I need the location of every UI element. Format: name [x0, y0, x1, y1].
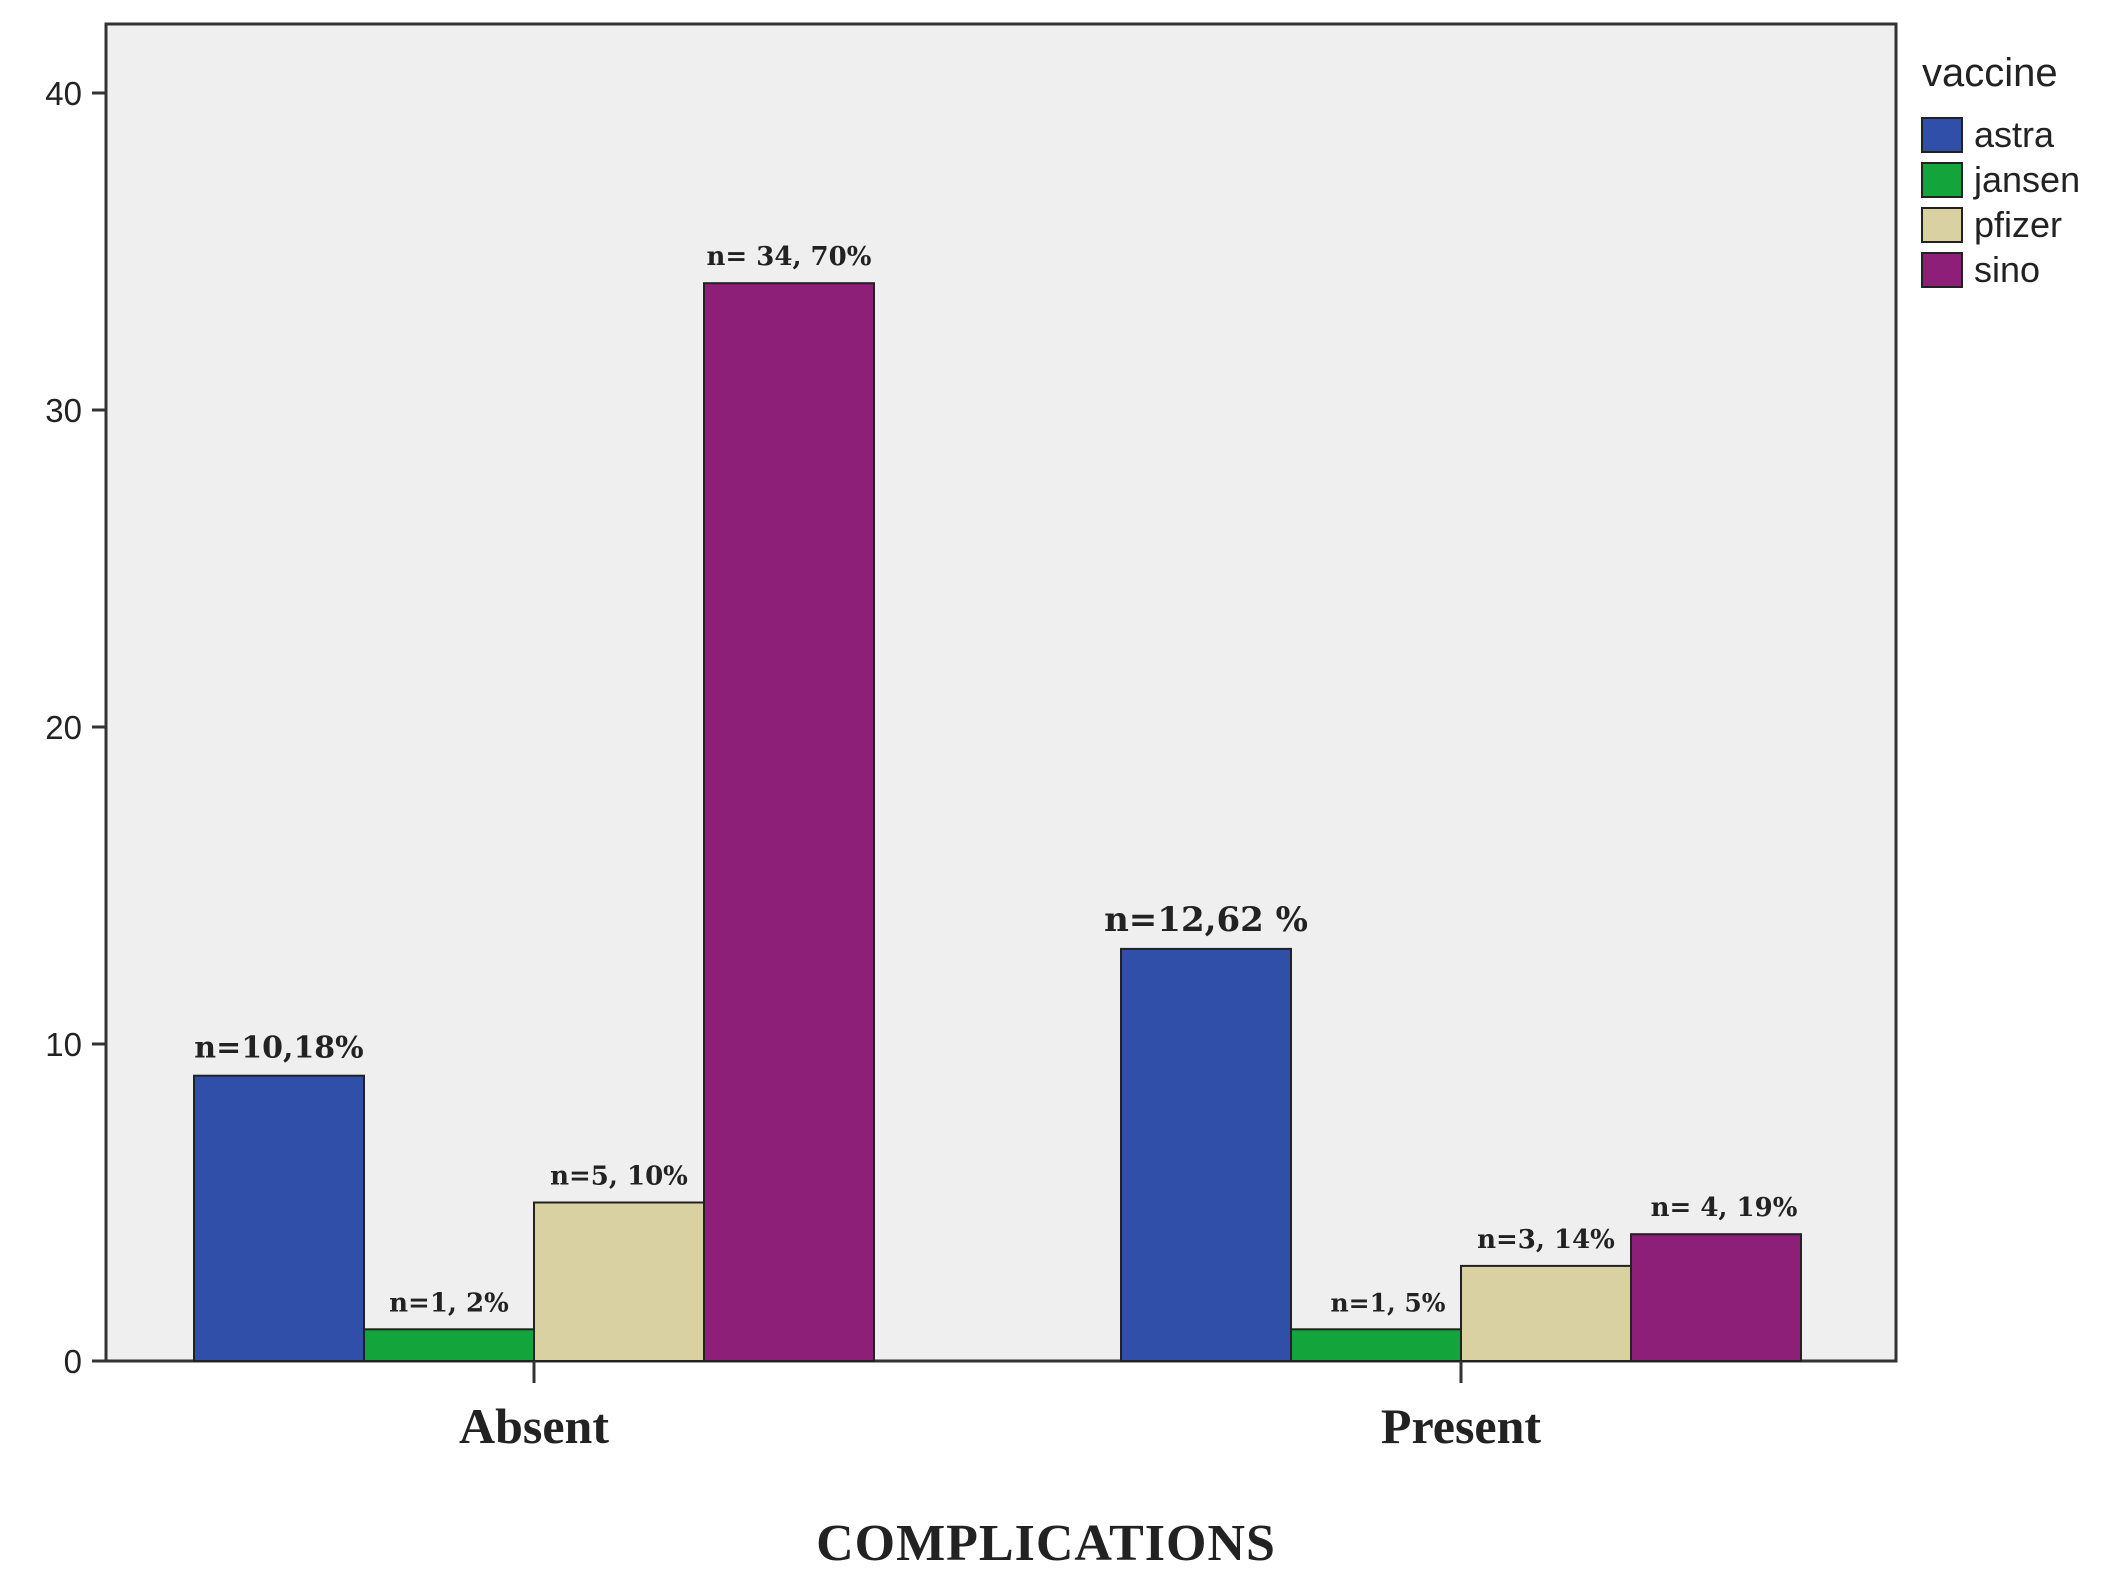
data-label: n=1, 5% — [1330, 1288, 1445, 1317]
bar-sino-present — [1630, 1233, 1802, 1362]
legend-label-pfizer: pfizer — [1974, 204, 2062, 245]
y-tick-label: 40 — [45, 75, 82, 112]
y-tick-label: 20 — [45, 709, 82, 746]
legend-title: vaccine — [1922, 51, 2058, 95]
legend-swatch-astra — [1921, 117, 1963, 153]
data-label: n=5, 10% — [550, 1162, 688, 1192]
data-label: n=12,62 % — [1104, 900, 1308, 940]
bar-pfizer-present — [1460, 1264, 1632, 1363]
bar-jansen-present — [1290, 1328, 1462, 1363]
data-label: n= 4, 19% — [1651, 1193, 1798, 1223]
plot-area — [104, 22, 1898, 1363]
legend-label-astra: astra — [1974, 114, 2055, 155]
y-tick-label: 10 — [45, 1026, 82, 1063]
data-label: n=3, 14% — [1477, 1225, 1615, 1255]
legend-swatch-pfizer — [1921, 207, 1963, 243]
bar-astra-absent — [193, 1074, 365, 1362]
bar-pfizer-absent — [533, 1201, 705, 1362]
y-tick-label: 0 — [64, 1343, 82, 1380]
x-tick-label: Present — [1381, 1398, 1541, 1454]
legend-label-jansen: jansen — [1973, 159, 2080, 200]
data-label: n=10,18% — [194, 1031, 363, 1066]
legend-swatch-sino — [1921, 252, 1963, 288]
bar-astra-present — [1120, 947, 1292, 1363]
y-tick-label: 30 — [45, 392, 82, 429]
bar-sino-absent — [703, 282, 875, 1363]
x-tick-label: Absent — [459, 1398, 609, 1454]
legend-label-sino: sino — [1974, 249, 2040, 290]
data-label: n= 34, 70% — [707, 242, 872, 272]
y-axis: 0 10 20 30 40 — [45, 75, 106, 1380]
bar-data-labels: n=10,18% n=1, 2% n=5, 10% n= 34, 70% n=12,62… — [194, 242, 1797, 1318]
x-axis-title: COMPLICATIONS — [816, 1515, 1276, 1572]
legend-swatch-jansen — [1921, 162, 1963, 198]
bar-jansen-absent — [363, 1328, 535, 1363]
bars — [193, 282, 1802, 1363]
data-label: n=1, 2% — [389, 1288, 509, 1318]
x-axis: Absent Present — [459, 1361, 1541, 1454]
